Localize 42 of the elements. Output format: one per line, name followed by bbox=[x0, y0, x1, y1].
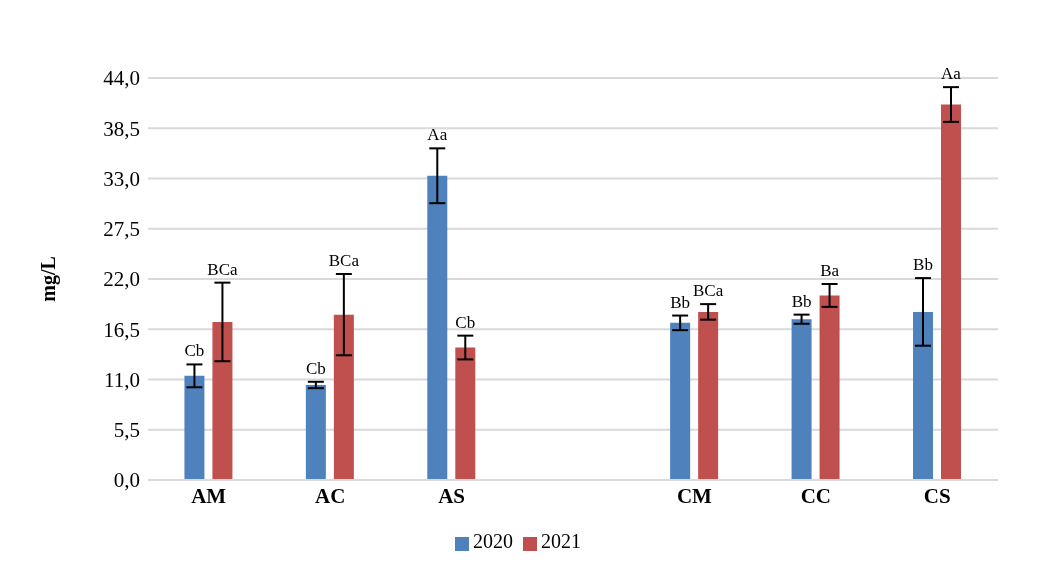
bar bbox=[455, 347, 476, 480]
y-tick-label: 0,0 bbox=[113, 468, 140, 493]
data-label: BCa bbox=[207, 259, 238, 279]
data-label: Aa bbox=[941, 64, 962, 84]
y-tick-label: 33,0 bbox=[103, 166, 140, 191]
data-label: Bb bbox=[791, 291, 812, 311]
bar bbox=[698, 311, 719, 480]
y-tick-label: 16,5 bbox=[103, 317, 140, 342]
bar bbox=[212, 321, 233, 480]
x-tick-label: AC bbox=[314, 483, 346, 508]
data-label: Cb bbox=[184, 341, 205, 361]
x-tick-label: CC bbox=[800, 483, 832, 508]
bar bbox=[819, 295, 840, 480]
bar bbox=[427, 175, 448, 480]
data-label: BCa bbox=[693, 281, 724, 301]
x-tick-label: AM bbox=[191, 483, 227, 508]
data-label: Ba bbox=[820, 261, 840, 281]
bar bbox=[333, 314, 354, 480]
bar bbox=[913, 311, 933, 480]
data-label: Cb bbox=[305, 358, 326, 378]
bar bbox=[305, 384, 326, 480]
bar bbox=[791, 319, 812, 480]
y-tick-label: 38,5 bbox=[103, 116, 140, 141]
y-axis-title: mg/L bbox=[37, 256, 61, 302]
y-tick-label: 22,0 bbox=[103, 267, 140, 292]
legend-label: 2020 bbox=[473, 530, 513, 552]
bar bbox=[941, 104, 961, 480]
y-tick-label: 11,0 bbox=[104, 367, 140, 392]
y-tick-label: 27,5 bbox=[103, 217, 140, 242]
bar bbox=[670, 322, 691, 480]
x-tick-label: CM bbox=[676, 483, 713, 508]
data-label: Bb bbox=[913, 255, 933, 275]
bar bbox=[184, 375, 205, 480]
x-tick-label: CS bbox=[923, 483, 951, 508]
y-tick-label: 5,5 bbox=[113, 418, 140, 443]
data-label: BCa bbox=[328, 250, 360, 270]
data-label: Cb bbox=[455, 312, 476, 332]
data-label: Aa bbox=[427, 125, 448, 145]
y-tick-label: 44,0 bbox=[103, 66, 140, 91]
x-tick-label: AS bbox=[438, 483, 465, 508]
legend-label: 2021 bbox=[541, 530, 581, 552]
data-label: Bb bbox=[670, 292, 691, 312]
